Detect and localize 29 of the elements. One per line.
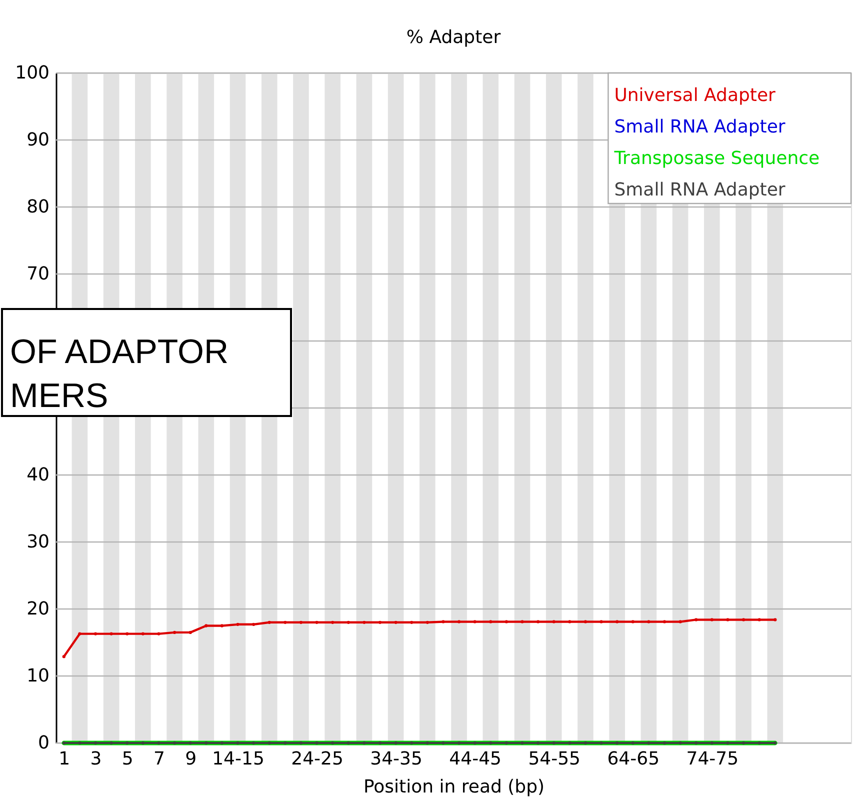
text: Universal Adapter: [614, 85, 776, 106]
x-tick-label: 64-65: [607, 748, 660, 770]
x-tick-label: 3: [90, 748, 102, 770]
x-tick-label: 9: [185, 748, 197, 770]
annotation: MERS: [10, 377, 108, 415]
x-tick-label: 5: [122, 748, 134, 770]
text: Transposase Sequence: [613, 148, 820, 169]
y-tick-label: 70: [26, 264, 50, 284]
y-tick-label: 0: [38, 732, 50, 754]
y-tick-label: 80: [26, 196, 50, 218]
y-tick-label: 30: [26, 532, 50, 552]
annotation: OF ADAPTOR: [10, 333, 229, 371]
x-tick-label: 44-45: [449, 748, 502, 770]
x-tick-label: 34-35: [370, 748, 422, 770]
y-tick-label: 90: [26, 130, 50, 150]
text: Small RNA Adapter: [614, 180, 786, 200]
x-tick-label: 54-55: [528, 748, 581, 770]
legend-label: Small RNA Adapter: [614, 116, 786, 138]
y-tick-label: 10: [26, 666, 50, 686]
y-tick-label: 20: [26, 598, 50, 620]
y-tick-label: 100: [15, 62, 50, 84]
x-tick-label: 74-75: [686, 748, 739, 770]
x-tick-label: 24-25: [291, 748, 344, 770]
x-tick-label: 7: [154, 748, 165, 770]
x-tick-label: 1: [58, 748, 70, 770]
y-tick-label: 40: [26, 464, 50, 486]
chart-title: % Adapter: [406, 27, 502, 48]
x-tick-label: 14-15: [212, 748, 264, 770]
x-axis-title: Position in read (bp): [363, 776, 545, 798]
